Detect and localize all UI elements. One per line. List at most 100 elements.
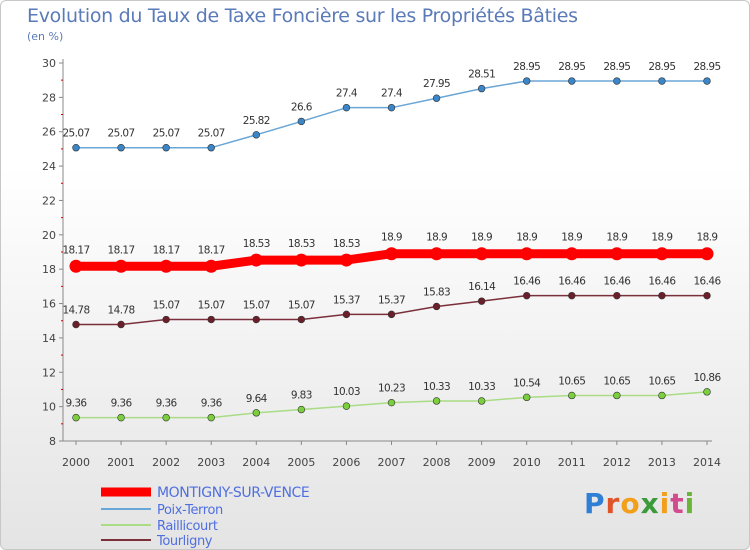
data-label-poix-terron: 28.95 [603,61,630,73]
x-tick-label: 2005 [287,456,315,469]
data-label-poix-terron: 25.07 [62,128,89,140]
data-point-tourligny [658,291,666,300]
logo-letter: i [659,487,671,520]
y-tick-label: 8 [49,435,56,448]
data-label-tourligny: 16.14 [468,281,496,293]
x-tick-label: 2006 [332,456,360,469]
data-point-poix-terron [207,144,215,152]
data-point-tourligny [342,310,351,319]
data-point-montigny-sur-vence [430,247,444,261]
data-point-montigny-sur-vence [520,247,534,261]
data-point-poix-terron [477,84,486,93]
data-label-raillicourt: 9.36 [201,398,223,410]
data-point-montigny-sur-vence [565,247,579,261]
data-point-poix-terron [432,94,441,102]
x-tick-label: 2013 [648,456,676,469]
data-point-raillicourt [342,402,351,410]
legend-label-montigny-sur-vence: MONTIGNY-SUR-VENCE [157,485,309,501]
data-label-raillicourt: 9.36 [111,398,133,410]
data-label-montigny-sur-vence: 18.9 [561,232,582,244]
chart-subtitle: (en %) [27,30,64,43]
data-point-raillicourt [252,409,260,417]
logo-letter: P [584,487,606,520]
data-point-tourligny [207,315,215,324]
data-point-montigny-sur-vence [700,247,714,261]
y-tick-label: 22 [42,194,56,207]
x-tick-label: 2001 [107,456,135,469]
data-point-tourligny [117,320,125,329]
data-label-montigny-sur-vence: 18.9 [471,232,492,244]
data-point-tourligny [703,291,711,300]
data-point-raillicourt [703,388,711,396]
data-point-montigny-sur-vence [610,247,624,261]
y-tick-label: 28 [42,91,56,104]
data-point-raillicourt [117,413,125,422]
chart-title: Evolution du Taux de Taxe Foncière sur l… [27,5,578,27]
data-point-raillicourt [387,398,396,407]
data-point-raillicourt [613,391,621,400]
data-label-raillicourt: 10.33 [468,381,495,393]
data-label-raillicourt: 10.86 [693,372,721,384]
data-label-montigny-sur-vence: 18.53 [333,238,360,250]
y-tick-label: 20 [42,229,56,242]
data-point-montigny-sur-vence [204,259,218,273]
data-label-tourligny: 14.78 [108,305,135,317]
data-label-raillicourt: 10.03 [333,386,360,398]
data-label-montigny-sur-vence: 18.9 [516,232,537,244]
x-tick-label: 2004 [242,456,270,469]
data-point-poix-terron [568,77,576,85]
data-label-tourligny: 16.46 [603,276,631,288]
data-label-montigny-sur-vence: 18.9 [606,232,627,244]
data-point-poix-terron [72,144,80,152]
data-point-tourligny [568,291,576,300]
data-label-montigny-sur-vence: 18.53 [288,238,315,250]
y-tick-label: 10 [42,401,56,414]
data-label-tourligny: 15.07 [153,300,180,312]
data-point-montigny-sur-vence [69,259,83,273]
data-label-raillicourt: 9.83 [291,390,312,402]
data-point-raillicourt [162,413,170,422]
data-label-raillicourt: 9.36 [156,398,178,410]
data-label-raillicourt: 10.33 [423,381,450,393]
data-label-poix-terron: 28.95 [558,61,585,73]
y-tick-label: 16 [42,298,56,311]
data-label-poix-terron: 28.95 [693,61,720,73]
data-label-poix-terron: 27.4 [381,88,403,100]
data-point-raillicourt [297,405,306,414]
data-label-poix-terron: 26.6 [291,101,313,113]
data-label-tourligny: 15.07 [198,300,225,312]
x-tick-label: 2010 [513,456,541,469]
data-label-raillicourt: 10.54 [513,377,541,389]
data-point-raillicourt [477,397,486,405]
data-label-raillicourt: 10.65 [603,375,630,387]
y-tick-label: 12 [42,366,56,379]
data-point-montigny-sur-vence [294,253,308,267]
data-label-montigny-sur-vence: 18.17 [62,244,89,256]
data-point-montigny-sur-vence [655,247,669,261]
data-label-tourligny: 15.07 [243,300,270,312]
data-point-tourligny [523,291,531,300]
data-label-tourligny: 16.46 [558,276,586,288]
y-tick-label: 30 [42,57,56,70]
logo-letter: o [620,487,641,520]
x-tick-label: 2009 [468,456,496,469]
data-label-poix-terron: 25.07 [108,128,135,140]
logo-letter: t [670,487,685,520]
data-point-poix-terron [117,144,125,152]
data-point-montigny-sur-vence [475,247,489,261]
data-point-raillicourt [568,391,576,400]
data-point-tourligny [162,315,170,324]
data-point-poix-terron [613,77,621,85]
x-tick-label: 2000 [62,456,90,469]
data-point-poix-terron [523,77,531,85]
data-label-raillicourt: 10.65 [558,375,585,387]
legend-label-raillicourt: Raillicourt [157,519,218,534]
y-tick-label: 24 [42,160,56,173]
data-label-tourligny: 14.78 [62,305,89,317]
data-point-montigny-sur-vence [114,259,128,273]
data-point-montigny-sur-vence [159,259,173,273]
data-label-poix-terron: 25.07 [153,128,180,140]
legend-label-poix-terron: Poix-Terron [157,503,223,518]
x-tick-label: 2014 [693,456,721,469]
